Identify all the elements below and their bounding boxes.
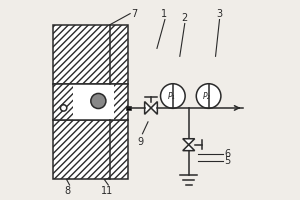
Text: 2: 2	[181, 13, 187, 23]
Bar	[53, 84, 73, 120]
Text: P₁: P₁	[167, 92, 175, 101]
Polygon shape	[145, 102, 151, 114]
Bar	[53, 120, 128, 179]
Text: 1: 1	[161, 9, 167, 19]
Bar	[53, 120, 128, 179]
Text: 11: 11	[101, 186, 113, 196]
Text: 8: 8	[64, 186, 70, 196]
Text: 7: 7	[131, 9, 137, 19]
Circle shape	[160, 84, 185, 108]
Bar	[126, 106, 130, 110]
Circle shape	[91, 93, 106, 109]
Bar	[53, 25, 128, 84]
Bar	[53, 25, 128, 84]
Text: 6: 6	[224, 149, 231, 159]
Circle shape	[60, 105, 67, 111]
Text: 5: 5	[224, 156, 231, 166]
Bar	[114, 84, 128, 120]
Polygon shape	[183, 139, 195, 145]
Text: 3: 3	[216, 9, 222, 19]
Polygon shape	[183, 145, 195, 151]
Text: P₂: P₂	[203, 92, 211, 101]
Bar	[53, 84, 128, 120]
Circle shape	[196, 84, 221, 108]
Polygon shape	[151, 102, 157, 114]
Text: 9: 9	[137, 137, 143, 147]
